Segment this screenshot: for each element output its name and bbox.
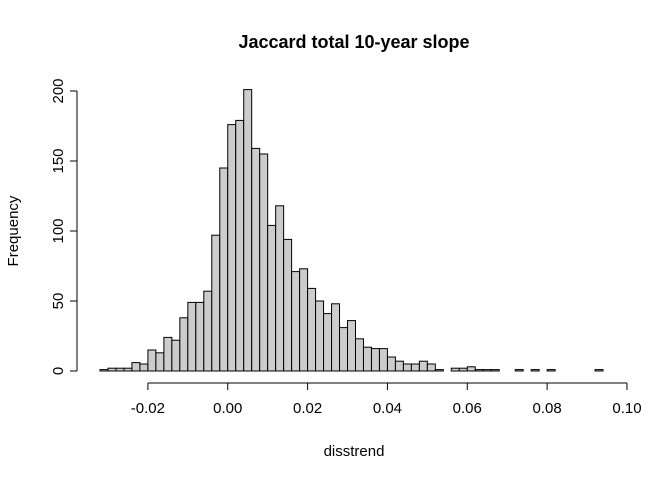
x-tick-label: -0.02 [131, 400, 165, 417]
histogram-bar [99, 369, 109, 372]
histogram-bar [131, 362, 141, 372]
histogram-bar [386, 356, 396, 372]
histogram-bar [378, 348, 388, 372]
histogram-bar [482, 369, 492, 372]
histogram-bar [235, 119, 245, 372]
chart-title: Jaccard total 10-year slope [238, 32, 469, 52]
histogram-bar [179, 317, 189, 372]
histogram-bar [267, 224, 277, 372]
histogram-bar [458, 367, 468, 372]
histogram-bar [315, 300, 325, 372]
histogram-bar [187, 301, 197, 372]
histogram-bar [450, 367, 460, 372]
histogram-bar [115, 367, 125, 372]
histogram-bar [418, 360, 428, 372]
histogram-bar [394, 360, 404, 372]
histogram-bar [243, 89, 253, 372]
bars-group [99, 89, 604, 372]
y-axis: 0 50 100 150 200 [50, 78, 78, 375]
x-axis: -0.02 0.00 0.02 0.04 0.06 0.08 0.10 [131, 382, 642, 417]
histogram-bar [299, 268, 309, 372]
histogram-bar [514, 369, 524, 372]
histogram-bar [410, 363, 420, 372]
histogram-bar [466, 366, 476, 372]
histogram-bar [362, 346, 372, 372]
histogram-bar [139, 363, 149, 372]
histogram-bar [275, 205, 285, 372]
histogram-bar [490, 369, 500, 372]
y-tick-label: 100 [50, 218, 67, 243]
histogram-bar [339, 327, 349, 372]
histogram-bar [107, 367, 117, 372]
x-tick-label: 0.00 [213, 400, 242, 417]
histogram-bar [171, 339, 181, 372]
histogram-bar [530, 369, 540, 372]
y-tick-label: 150 [50, 148, 67, 173]
x-tick-label: 0.06 [453, 400, 482, 417]
histogram-bar [251, 147, 261, 372]
histogram-bar [331, 303, 341, 372]
x-tick-label: 0.02 [293, 400, 322, 417]
histogram-bar [355, 338, 364, 372]
histogram-bar [195, 301, 205, 372]
histogram-bar [259, 153, 269, 372]
x-axis-label: disstrend [324, 443, 385, 460]
histogram-bar [211, 234, 221, 372]
histogram-bar [291, 271, 301, 372]
x-tick-label: 0.10 [612, 400, 641, 417]
histogram-bar [323, 313, 333, 372]
histogram-bar [594, 369, 604, 372]
histogram-bar [203, 290, 213, 372]
histogram-bar [426, 363, 436, 372]
x-tick-label: 0.08 [533, 400, 562, 417]
y-tick-label: 200 [50, 78, 67, 103]
histogram-bar [163, 336, 173, 372]
histogram-bar [123, 367, 133, 372]
y-axis-label: Frequency [5, 195, 22, 266]
histogram-bar [283, 238, 293, 372]
histogram-bar [219, 167, 229, 372]
histogram-bar [347, 320, 356, 372]
histogram-bar [147, 349, 157, 372]
histogram-bar [307, 287, 317, 372]
histogram-bar [474, 369, 484, 372]
histogram-bar [370, 348, 380, 372]
histogram-bar [155, 352, 165, 372]
histogram-bar [434, 369, 444, 372]
histogram-bar [227, 124, 237, 372]
histogram-bar [546, 369, 556, 372]
y-tick-label: 50 [50, 293, 67, 310]
x-tick-label: 0.04 [373, 400, 402, 417]
histogram-bar [402, 363, 412, 372]
y-tick-label: 0 [50, 367, 67, 375]
